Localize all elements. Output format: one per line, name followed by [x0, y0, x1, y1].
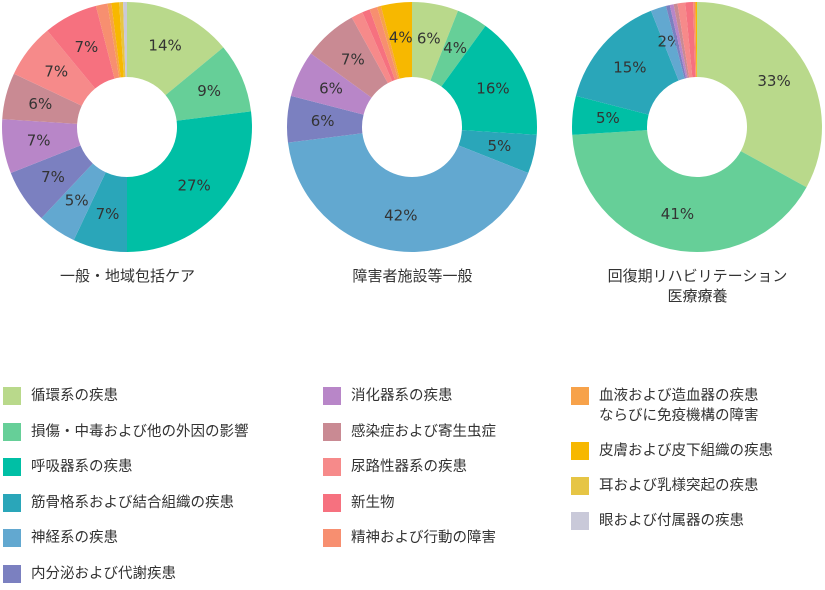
value-label: 5% [65, 192, 89, 210]
legend-item: 尿路性器系の疾患 [323, 457, 467, 477]
legend-item: 消化器系の疾患 [323, 386, 453, 406]
legend-item: 眼および付属器の疾患 [571, 511, 744, 531]
value-label: 5% [487, 137, 511, 155]
chart-title: 一般・地域包括ケア [59, 267, 195, 285]
slice [665, 5, 687, 79]
slice [572, 95, 649, 135]
slice [673, 3, 690, 78]
slice [572, 130, 807, 252]
slice [369, 6, 399, 80]
slice [412, 2, 459, 81]
slice [73, 172, 127, 252]
legend-item: 新生物 [323, 493, 395, 513]
legend-swatch [571, 387, 589, 405]
legend-item: 循環系の疾患 [3, 386, 118, 406]
slice [47, 5, 115, 89]
value-label: 6% [319, 79, 343, 97]
value-label: 15% [613, 58, 646, 76]
slice [669, 4, 688, 79]
slice [650, 5, 685, 81]
legend-swatch [323, 493, 341, 512]
slice [290, 53, 372, 115]
slice [13, 30, 96, 106]
slice [310, 17, 388, 98]
slice [351, 12, 393, 84]
slice [695, 2, 697, 78]
value-label: 7% [341, 50, 365, 68]
legend-swatch [3, 493, 21, 512]
legend-item: 内分泌および代謝疾患 [3, 564, 176, 584]
slice [123, 2, 127, 78]
legend-item: 感染症および寄生虫症 [323, 422, 496, 442]
legend-swatch [3, 458, 21, 476]
legend-item: 筋骨格系および結合組織の疾患 [3, 493, 234, 513]
value-label: 9% [197, 82, 221, 100]
slice [287, 133, 529, 253]
slice [165, 47, 252, 121]
slice [441, 25, 537, 135]
value-label: 7% [44, 63, 68, 81]
legend-swatch [571, 512, 589, 530]
value-label: 33% [757, 72, 790, 90]
value-label: 4% [443, 39, 467, 57]
chart-title: 回復期リハビリテーション 医療療養 [607, 267, 788, 305]
slice [95, 3, 120, 79]
legend-swatch [571, 477, 589, 495]
legend-swatch [3, 564, 21, 583]
slice [107, 2, 121, 78]
value-label: 27% [177, 177, 210, 195]
legend-swatch [571, 442, 589, 460]
legend-item: 損傷・中毒および他の外因の影響 [3, 422, 249, 442]
legend-item: 神経系の疾患 [3, 528, 118, 548]
legend-swatch [323, 458, 341, 476]
value-label: 7% [41, 168, 65, 186]
legend-item: 呼吸器系の疾患 [3, 457, 133, 477]
slice [127, 2, 224, 96]
value-label: 7% [27, 132, 51, 150]
chart-title: 障害者施設等一般 [352, 267, 473, 285]
value-label: 5% [596, 109, 620, 127]
value-label: 6% [311, 112, 335, 130]
value-label: 7% [96, 205, 120, 223]
slice [41, 163, 106, 241]
slice [377, 5, 400, 79]
legend-swatch [323, 422, 341, 441]
slice [693, 2, 697, 78]
legend-swatch [3, 387, 21, 405]
slice [287, 95, 364, 143]
slice [458, 130, 537, 174]
legend-item: 耳および乳様突起の疾患 [571, 476, 759, 496]
slice [1, 119, 81, 174]
value-label: 42% [384, 206, 417, 224]
slice [10, 145, 93, 219]
value-label: 4% [389, 29, 413, 47]
slice [697, 2, 823, 188]
slice [362, 9, 396, 82]
legend-item: 血液および造血器の疾患 ならびに免疫機構の障害 [571, 386, 759, 426]
slice [685, 2, 696, 78]
legend-item: 皮膚および皮下組織の疾患 [571, 441, 773, 461]
slice [380, 2, 412, 79]
slice [127, 111, 252, 252]
slice [430, 10, 486, 87]
value-label: 16% [476, 79, 509, 97]
slice [119, 2, 126, 78]
legend-swatch [323, 529, 341, 547]
value-label: 6% [417, 30, 441, 48]
charts: 14%9%27%7%5%7%7%6%7%7% 6%4%16%5%42%6%6%7%… [1, 2, 823, 253]
value-label: 41% [661, 205, 694, 223]
slice [2, 73, 82, 124]
legend-swatch [323, 387, 341, 405]
slice [575, 10, 679, 115]
value-label: 6% [28, 95, 52, 113]
slice [111, 2, 124, 78]
value-label: 7% [74, 38, 98, 56]
legend-swatch [3, 422, 21, 441]
legend-swatch [3, 529, 21, 547]
value-label: 14% [148, 37, 181, 55]
slice [677, 2, 693, 78]
legend-item: 精神および行動の障害 [323, 528, 496, 548]
